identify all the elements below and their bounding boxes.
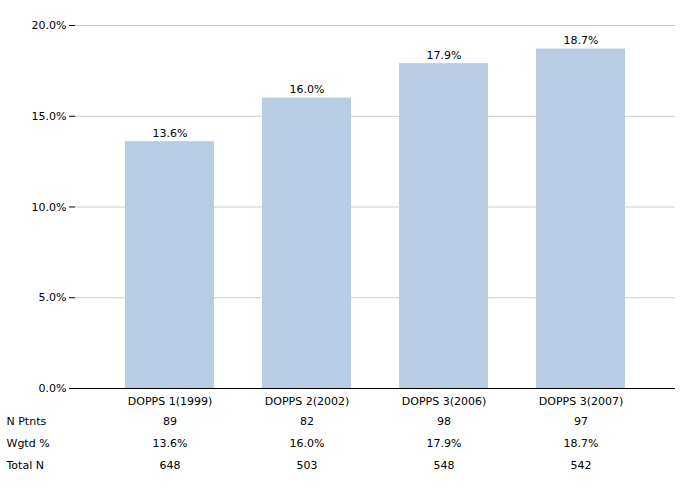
svg-text:13.6%: 13.6% (153, 437, 188, 450)
svg-text:16.0%: 16.0% (290, 437, 325, 450)
svg-text:17.9%: 17.9% (427, 49, 462, 62)
svg-text:18.7%: 18.7% (564, 437, 599, 450)
svg-text:98: 98 (437, 415, 451, 428)
svg-text:DOPPS 3(2006): DOPPS 3(2006) (402, 395, 486, 408)
svg-text:N Ptnts: N Ptnts (7, 415, 47, 428)
svg-text:17.9%: 17.9% (427, 437, 462, 450)
svg-text:5.0%: 5.0% (39, 291, 67, 304)
svg-text:DOPPS 3(2007): DOPPS 3(2007) (539, 395, 623, 408)
svg-text:DOPPS 2(2002): DOPPS 2(2002) (265, 395, 349, 408)
svg-text:18.7%: 18.7% (564, 34, 599, 47)
svg-text:Wgtd %: Wgtd % (7, 437, 50, 450)
svg-text:15.0%: 15.0% (32, 110, 67, 123)
svg-text:82: 82 (300, 415, 314, 428)
svg-text:DOPPS 1(1999): DOPPS 1(1999) (128, 395, 212, 408)
svg-text:503: 503 (297, 459, 318, 472)
svg-text:Total N: Total N (6, 459, 44, 472)
svg-text:542: 542 (571, 459, 592, 472)
svg-text:97: 97 (574, 415, 588, 428)
svg-text:0.0%: 0.0% (39, 382, 67, 395)
svg-text:13.6%: 13.6% (153, 127, 188, 140)
svg-text:10.0%: 10.0% (32, 201, 67, 214)
svg-text:16.0%: 16.0% (290, 83, 325, 96)
svg-text:648: 648 (160, 459, 181, 472)
svg-text:20.0%: 20.0% (32, 19, 67, 32)
svg-text:548: 548 (434, 459, 455, 472)
svg-text:89: 89 (163, 415, 177, 428)
